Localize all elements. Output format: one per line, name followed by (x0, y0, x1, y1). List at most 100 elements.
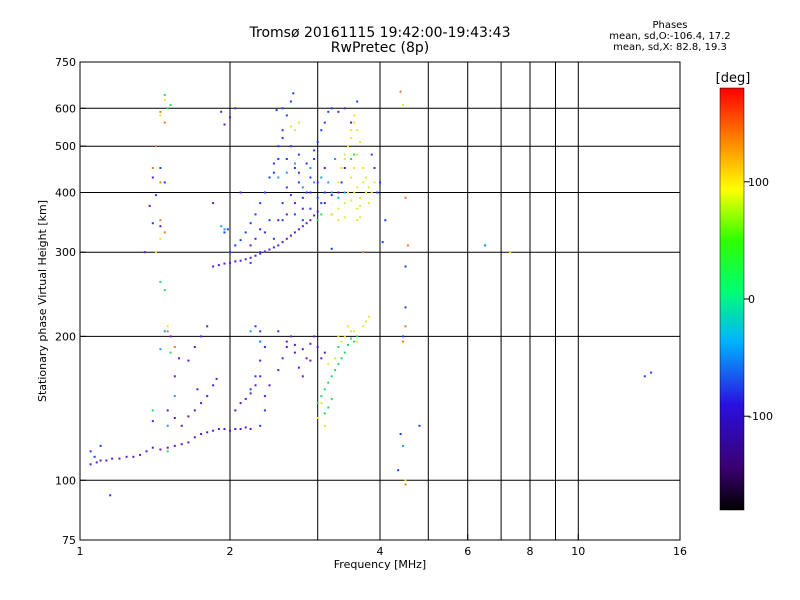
data-point (313, 335, 316, 338)
data-point (272, 246, 275, 249)
data-point (239, 428, 242, 430)
data-point (292, 92, 295, 95)
data-point (166, 409, 169, 412)
data-point (297, 153, 300, 156)
data-point (313, 158, 316, 160)
data-point (169, 351, 172, 354)
data-point (359, 204, 362, 207)
data-point (367, 186, 370, 189)
x-tick-label: 4 (377, 545, 384, 558)
data-point (159, 225, 162, 228)
data-point (643, 375, 646, 378)
data-point (297, 366, 300, 369)
data-point (320, 395, 323, 398)
data-point (254, 375, 257, 378)
data-points (89, 90, 653, 497)
data-point (356, 219, 359, 222)
data-point (356, 129, 359, 132)
data-point (268, 248, 271, 251)
data-point (277, 145, 280, 148)
data-point (169, 103, 172, 106)
data-point (365, 176, 367, 179)
data-point (316, 196, 319, 199)
data-point (404, 325, 407, 328)
data-point (132, 455, 135, 458)
data-point (356, 186, 359, 189)
data-point (229, 116, 231, 119)
data-point (379, 181, 381, 184)
data-point (316, 210, 319, 213)
data-point (297, 121, 300, 124)
data-point (163, 231, 166, 234)
data-point (173, 375, 176, 378)
data-point (244, 426, 247, 429)
data-point (327, 181, 330, 184)
data-point (353, 114, 356, 117)
data-point (263, 250, 266, 253)
data-point (316, 219, 319, 222)
data-point (254, 384, 257, 387)
data-point (285, 114, 288, 117)
data-point (320, 202, 323, 205)
data-point (272, 237, 275, 240)
data-point (362, 181, 365, 184)
data-point (254, 237, 257, 240)
x-ticks: 1 2 4 6 8 10 16 (77, 534, 687, 558)
data-point (334, 158, 337, 160)
data-point (223, 123, 226, 126)
y-tick-label: 75 (62, 534, 76, 547)
data-point (163, 121, 166, 124)
data-point (362, 251, 365, 254)
data-point (154, 145, 157, 148)
data-point (293, 162, 296, 165)
x-tick-label: 2 (227, 545, 234, 558)
data-point (285, 158, 288, 160)
data-point (223, 428, 226, 430)
data-point (285, 213, 288, 216)
data-point (125, 455, 128, 458)
data-point (356, 340, 359, 343)
chart-title: Tromsø 20161115 19:42:00-19:43:43 (249, 25, 511, 41)
data-point (301, 219, 304, 222)
data-point (263, 231, 266, 234)
data-point (159, 181, 162, 184)
data-point (376, 191, 379, 194)
data-point (220, 110, 223, 113)
data-point (229, 429, 231, 432)
data-point (154, 251, 157, 254)
data-point (384, 219, 387, 222)
data-point (343, 153, 346, 156)
data-point (293, 351, 296, 354)
x-axis-label: Frequency [MHz] (334, 558, 426, 571)
data-point (293, 129, 296, 132)
data-point (320, 176, 323, 179)
data-point (353, 167, 356, 169)
data-point (249, 388, 252, 391)
data-point (193, 346, 196, 348)
data-point (259, 228, 262, 231)
data-point (215, 377, 218, 380)
data-point (249, 222, 252, 225)
data-point (404, 479, 407, 482)
data-point (229, 261, 231, 264)
data-point (293, 202, 296, 205)
data-point (95, 461, 98, 464)
data-point (263, 191, 266, 194)
data-point (263, 346, 266, 348)
data-point (223, 231, 226, 234)
data-point (301, 375, 304, 378)
data-point (277, 330, 280, 333)
data-point (223, 262, 226, 265)
data-point (309, 219, 312, 222)
data-point (320, 213, 323, 216)
data-point (285, 340, 288, 343)
data-point (356, 153, 359, 156)
data-point (365, 191, 367, 194)
data-point (99, 444, 102, 447)
data-point (151, 409, 154, 412)
data-point (289, 234, 292, 237)
chart-title-block: Tromsø 20161115 19:42:00-19:43:43 RwPret… (180, 26, 580, 56)
data-point (343, 167, 346, 169)
data-point (362, 325, 365, 328)
data-point (359, 141, 362, 144)
